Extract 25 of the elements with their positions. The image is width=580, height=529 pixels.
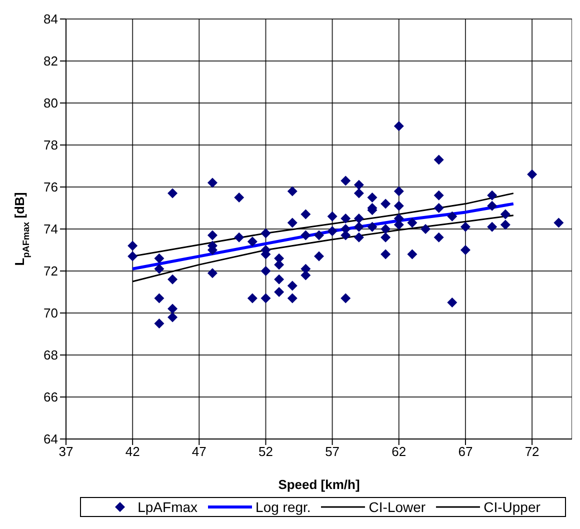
y-tick-label: 70 <box>44 306 58 321</box>
x-tick-label: 72 <box>524 444 540 460</box>
y-tick-label: 64 <box>44 432 58 447</box>
y-tick-label: 74 <box>44 222 58 237</box>
x-tick-label: 57 <box>325 444 340 460</box>
x-tick-label: 67 <box>458 444 473 460</box>
line-series <box>131 202 515 270</box>
y-tick-label: 66 <box>44 390 58 405</box>
y-tick-label: 72 <box>44 264 58 279</box>
x-tick-label: 42 <box>125 444 140 460</box>
y-tick-label: 82 <box>44 54 58 69</box>
y-tick-label: 80 <box>44 96 58 111</box>
x-tick-label: 62 <box>392 444 406 460</box>
x-axis-title: Speed [km/h] <box>278 477 360 492</box>
legend-label: CI-Upper <box>484 499 540 515</box>
legend-label: CI-Lower <box>368 499 426 515</box>
legend-label: Log regr. <box>256 499 311 515</box>
x-tick-label: 37 <box>58 444 74 460</box>
y-tick-label: 78 <box>44 138 58 153</box>
legend-label: LpAFmax <box>138 499 198 515</box>
y-tick-label: 84 <box>44 12 58 27</box>
x-tick-label: 47 <box>192 444 206 460</box>
x-tick-label: 52 <box>258 444 273 460</box>
y-tick-label: 76 <box>44 180 58 195</box>
y-tick-label: 68 <box>44 348 58 363</box>
